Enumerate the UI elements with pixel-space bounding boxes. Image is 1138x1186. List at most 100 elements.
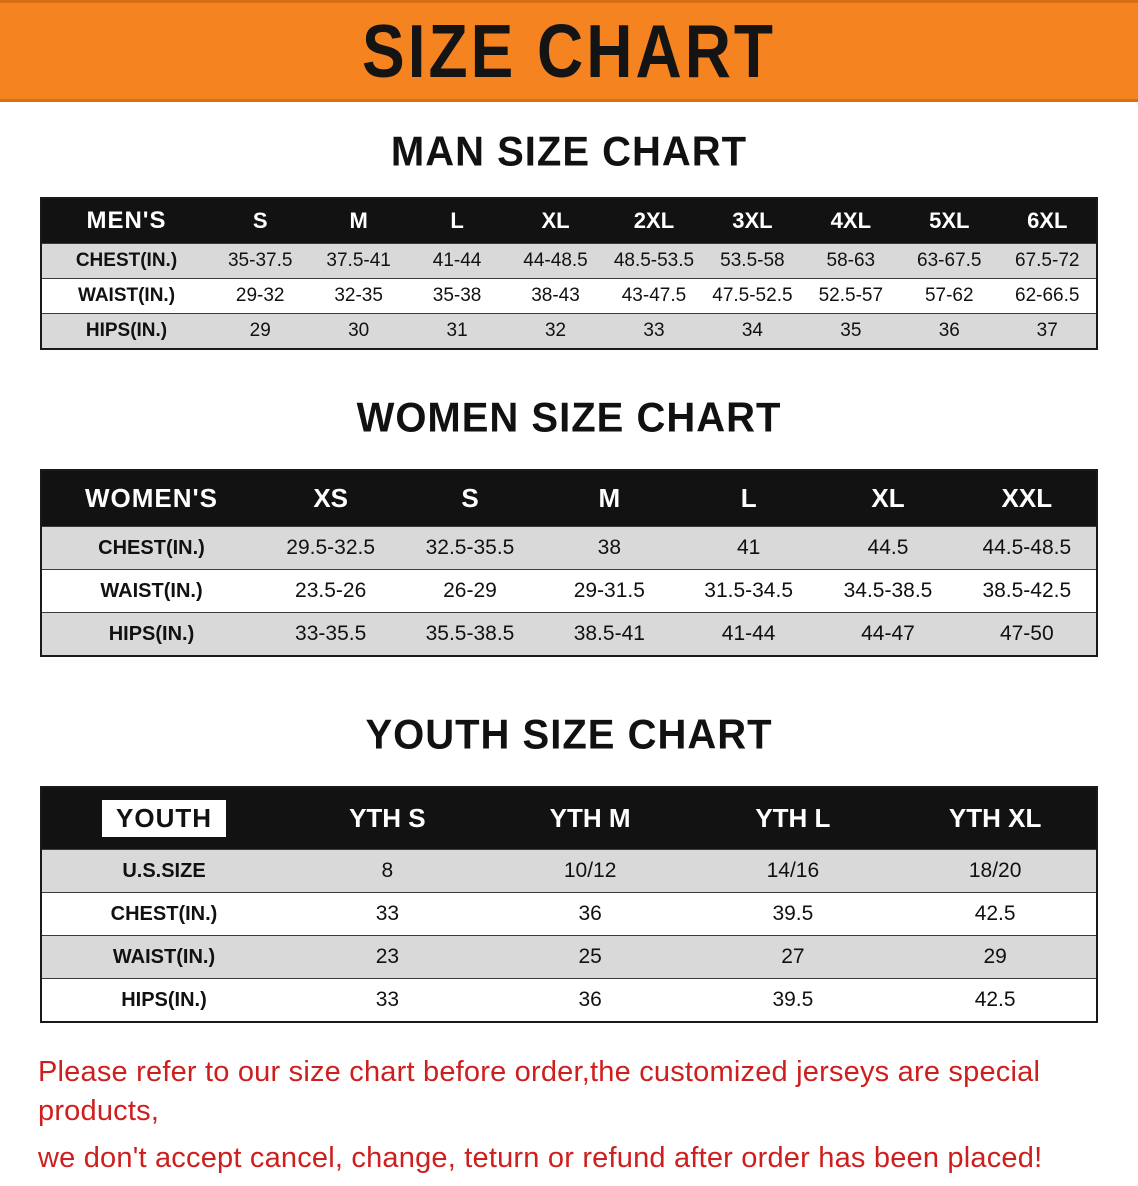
size-header-cell: M [309, 198, 408, 244]
size-value-cell: 26-29 [400, 569, 540, 613]
size-value-cell: 47.5-52.5 [703, 278, 802, 314]
size-column-label: 3XL [732, 208, 773, 233]
table-row: U.S.SIZE 8 10/12 14/16 18/20 [41, 849, 1097, 893]
size-value-cell: 44.5-48.5 [957, 526, 1097, 570]
size-value-cell: 43-47.5 [604, 278, 704, 314]
size-value-cell: 37.5-41 [309, 243, 408, 279]
size-value-cell: 58-63 [801, 243, 901, 279]
size-column-label: XL [871, 483, 905, 513]
table-header-row: MEN'S S M L XL 2XL 3XL 4XL 5XL 6XL [41, 198, 1097, 244]
size-value-cell: 32.5-35.5 [400, 526, 540, 570]
size-value-cell: 36 [488, 978, 692, 1023]
size-header-cell: 4XL [801, 198, 901, 244]
size-value-cell: 8 [286, 849, 489, 893]
size-value-cell: 62-66.5 [998, 278, 1097, 314]
size-header-cell: S [211, 198, 310, 244]
size-value-cell: 23.5-26 [261, 569, 401, 613]
size-header-cell: S [400, 470, 540, 527]
men-size-table: MEN'S S M L XL 2XL 3XL 4XL 5XL 6XL CHEST(IN.) 35-37… [40, 197, 1098, 350]
size-value-cell: 35 [801, 313, 901, 350]
size-chart-banner: SIZE CHART [0, 0, 1138, 102]
size-value-cell: 35.5-38.5 [400, 612, 540, 657]
size-value-cell: 44-47 [818, 612, 958, 657]
size-value-cell: 18/20 [894, 849, 1097, 893]
size-value-cell: 39.5 [691, 892, 895, 936]
size-value-cell: 29 [894, 935, 1097, 979]
size-value-cell: 67.5-72 [998, 243, 1097, 279]
row-label-cell: U.S.SIZE [41, 849, 286, 893]
size-header-cell: YTH L [691, 787, 895, 850]
size-value-cell: 33 [286, 978, 489, 1023]
row-label-cell: HIPS(IN.) [41, 313, 211, 350]
size-value-cell: 41-44 [407, 243, 507, 279]
table-corner-label: WOMEN'S [84, 483, 219, 513]
size-value-cell: 52.5-57 [801, 278, 901, 314]
table-corner-label: YOUTH [102, 800, 226, 837]
size-value-cell: 31 [407, 313, 507, 350]
size-column-label: YTH L [755, 803, 831, 833]
size-value-cell: 44.5 [818, 526, 958, 570]
row-label-cell: WAIST(IN.) [41, 935, 286, 979]
size-value-cell: 38-43 [506, 278, 605, 314]
size-value-cell: 29.5-32.5 [261, 526, 401, 570]
size-column-label: 2XL [633, 208, 675, 233]
size-column-label: YTH M [549, 803, 631, 833]
footer-line-1: Please refer to our size chart before or… [38, 1056, 1041, 1128]
size-value-cell: 53.5-58 [703, 243, 802, 279]
size-header-cell: YTH XL [894, 787, 1097, 850]
size-column-label: XL [541, 208, 570, 233]
size-column-label: 6XL [1027, 208, 1068, 233]
size-column-label: S [461, 483, 479, 513]
size-column-label: 4XL [830, 208, 872, 233]
size-column-label: L [740, 483, 757, 513]
table-row: WAIST(IN.) 23.5-26 26-29 29-31.5 31.5-34.5 34… [41, 569, 1097, 613]
table-header-row: YOUTH YTH S YTH M YTH L YTH XL [41, 787, 1097, 850]
size-column-label: M [598, 483, 621, 513]
size-value-cell: 63-67.5 [900, 243, 999, 279]
size-header-cell: YTH M [488, 787, 692, 850]
size-value-cell: 36 [900, 313, 999, 350]
size-value-cell: 41 [678, 526, 819, 570]
size-header-cell: 5XL [900, 198, 999, 244]
size-header-cell: 6XL [998, 198, 1097, 244]
size-value-cell: 35-37.5 [211, 243, 310, 279]
size-header-cell: XXL [957, 470, 1097, 527]
row-label-cell: WAIST(IN.) [41, 569, 261, 613]
size-header-cell: M [539, 470, 679, 527]
size-header-cell: YTH S [286, 787, 489, 850]
size-value-cell: 27 [691, 935, 895, 979]
size-value-cell: 47-50 [957, 612, 1097, 657]
size-column-label: 5XL [929, 208, 970, 233]
size-header-cell: XL [506, 198, 605, 244]
size-header-cell: 3XL [703, 198, 802, 244]
size-value-cell: 30 [309, 313, 408, 350]
page-title: SIZE CHART [362, 8, 776, 94]
size-value-cell: 57-62 [900, 278, 999, 314]
row-label-cell: CHEST(IN.) [41, 526, 261, 570]
size-header-cell: L [407, 198, 507, 244]
size-column-label: L [450, 208, 464, 233]
size-column-label: XXL [1001, 483, 1053, 513]
table-row: CHEST(IN.) 33 36 39.5 42.5 [41, 892, 1097, 936]
size-value-cell: 38.5-42.5 [957, 569, 1097, 613]
size-column-label: XS [313, 483, 348, 513]
size-value-cell: 23 [286, 935, 489, 979]
size-value-cell: 32-35 [309, 278, 408, 314]
table-corner-cell: WOMEN'S [41, 470, 261, 527]
table-corner-label: MEN'S [86, 207, 167, 234]
table-corner-cell: MEN'S [41, 198, 211, 244]
size-value-cell: 48.5-53.5 [604, 243, 704, 279]
size-value-cell: 38 [539, 526, 679, 570]
size-value-cell: 34 [703, 313, 802, 350]
size-value-cell: 38.5-41 [539, 612, 679, 657]
size-value-cell: 34.5-38.5 [818, 569, 958, 613]
women-section-heading: WOMEN SIZE CHART [356, 394, 782, 442]
women-size-table: WOMEN'S XS S M L XL XXL CHEST(IN.) 29.5-32.5 32.5… [40, 469, 1098, 657]
size-value-cell: 33 [286, 892, 489, 936]
size-value-cell: 29-31.5 [539, 569, 679, 613]
row-label-cell: WAIST(IN.) [41, 278, 211, 314]
size-value-cell: 35-38 [407, 278, 507, 314]
table-corner-cell: YOUTH [41, 787, 286, 850]
size-column-label: YTH XL [948, 803, 1042, 833]
